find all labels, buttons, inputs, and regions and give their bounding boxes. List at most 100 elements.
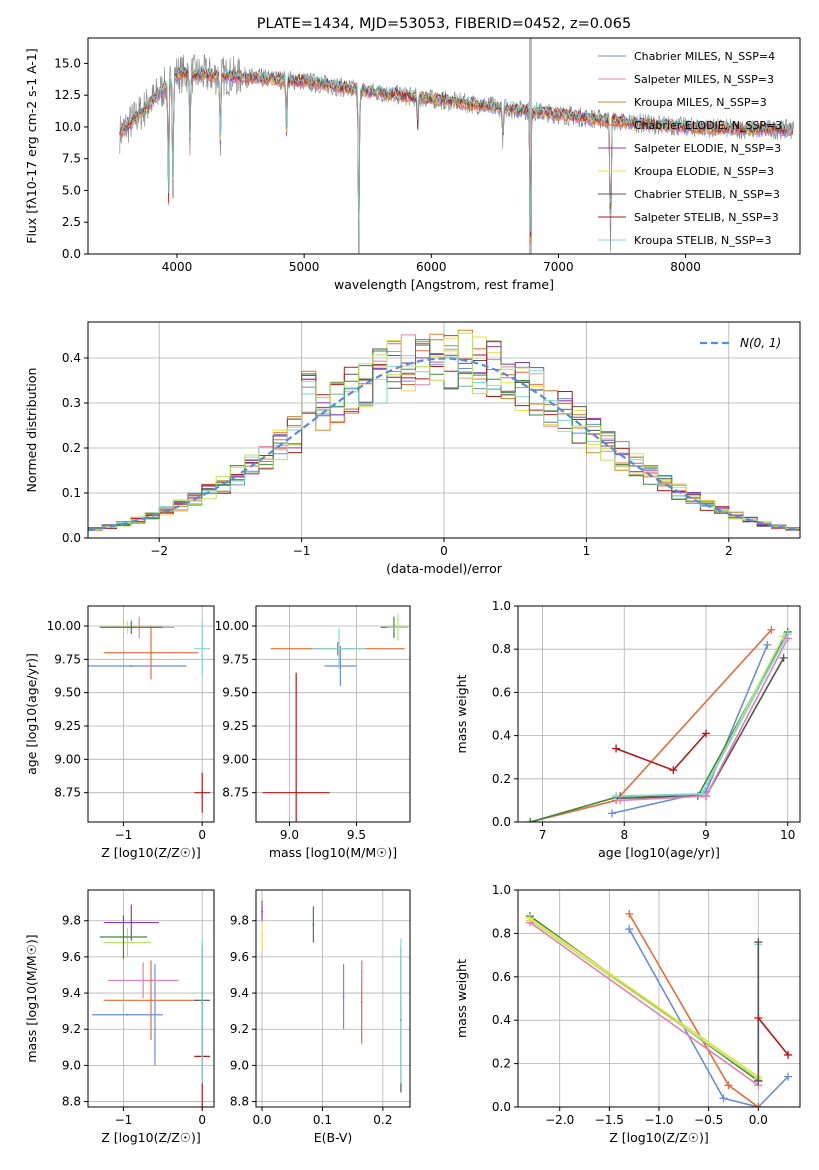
data-point-1 [261,934,264,937]
series-line-4 [529,921,759,1086]
x-tick-label: 0.0 [252,1113,271,1127]
series-marker-0 [784,1072,793,1081]
legend-label: Salpeter MILES, N_SSP=3 [634,73,774,86]
x-tick-label: 0.2 [373,1113,392,1127]
data-point-4 [201,791,204,794]
data-point-7 [399,1010,402,1013]
panel-mass_vs_EBV: 0.0 0.1 0.2 8.8 9.0 9.2 9.4 9.6 9.8 E(B-V) [230,889,411,1145]
y-axis-label: mass weight [454,959,469,1038]
y-tick-label: 9.6 [230,950,249,964]
x-axis-label: Z [log10(Z/Z☉)] [101,1130,201,1145]
model-spectrum-7 [119,66,794,254]
y-tick-label: 0.4 [492,729,511,743]
data-point-6 [130,626,133,629]
panel-mass_vs_Z: −1 0 8.8 9.0 9.2 9.4 9.6 9.8 Z [log10(Z/Z☉)] mass… [24,889,215,1145]
axes-frame [517,605,801,823]
x-tick-label: −1.0 [644,1113,673,1127]
plot-area [262,614,409,822]
series-marker-7 [702,792,710,801]
model-spectrum-6 [119,66,794,250]
y-tick-label: 9.75 [54,652,81,666]
y-tick-label: 0.0 [62,531,81,545]
legend: N(0, 1) [700,336,781,350]
series-marker-7 [616,796,625,805]
series-marker-6 [612,744,621,753]
y-tick-label: 1.0 [492,599,511,613]
x-tick-label: −0.5 [694,1113,723,1127]
series-line-0 [628,928,789,1107]
panel-spectrum: Chabrier MILES, N_SSP=4 Salpeter MILES, N… [24,16,801,292]
axes-frame [87,37,801,255]
plot-area [526,625,792,822]
y-tick-label: 9.50 [222,686,249,700]
y-tick-label: 2.5 [62,215,81,229]
y-tick-label: 7.5 [62,152,81,166]
series-line-5 [529,917,759,1078]
x-tick-label: 2 [725,544,733,558]
plot-area [261,900,402,1093]
data-point-4 [360,1001,363,1004]
series-marker-0 [719,1094,728,1103]
y-tick-label: 9.75 [222,652,249,666]
y-tick-label: 9.2 [230,1022,249,1036]
data-point-0 [130,665,133,667]
panel-massweight_vs_age: 7 8 9 10 0.0 0.2 0.4 0.6 0.8 1.0 age [log10(age/yr… [454,599,801,860]
y-tick-label: 0.0 [62,247,81,261]
model-spectrum-8 [119,65,794,254]
x-tick-label: −2.0 [545,1113,574,1127]
y-tick-label: 0.2 [62,441,81,455]
series-marker-5 [779,653,788,662]
plot-area [119,38,794,254]
y-axis-label: Flux [fλ10-17 erg cm-2 s-1 A-1] [24,48,39,244]
y-tick-label: 0.3 [62,396,81,410]
series-marker-0 [763,640,772,649]
legend-label: Chabrier STELIB, N_SSP=3 [634,188,780,201]
data-point-5 [360,970,363,973]
y-tick-label: 0.4 [62,351,81,365]
panel-residuals: N(0, 1) −2 −1 0 1 2 0.0 0.1 0.2 0.3 0.4 (data-model… [24,321,801,576]
y-axis-label: mass [log10(M/M☉)] [24,934,39,1062]
legend: Chabrier MILES, N_SSP=4 Salpeter MILES, N… [598,50,782,247]
y-tick-label: 0.2 [492,1057,511,1071]
x-tick-label: −1 [115,828,133,842]
x-tick-label: 5000 [289,260,320,274]
y-tick-label: 10.0 [54,120,81,134]
series-marker-6 [669,766,678,775]
data-point-3 [338,647,341,650]
data-point-3 [150,999,152,1002]
x-tick-label: 0 [198,1113,206,1127]
series-marker-1 [625,909,634,918]
x-tick-label: 6000 [416,260,447,274]
plot-area [88,329,800,532]
y-tick-label: 0.0 [492,815,511,829]
series-line-1 [530,629,772,822]
y-tick-label: 0.6 [492,970,511,984]
y-tick-label: 0.2 [492,772,511,786]
series-line-5 [620,657,785,799]
y-tick-label: 9.25 [222,719,249,733]
x-tick-label: 0 [198,828,206,842]
series-marker-8 [754,1014,763,1023]
series-marker-2 [526,818,535,822]
series-line-2 [529,915,759,1082]
series-marker-5 [525,914,534,923]
series-marker-1 [754,1103,763,1107]
y-tick-label: 9.8 [62,914,81,928]
x-tick-label: 10 [780,828,795,842]
series-line-1 [628,913,759,1107]
x-axis-label: E(B-V) [314,1130,353,1145]
y-tick-label: 10.00 [47,619,81,633]
x-tick-label: 7 [539,828,547,842]
y-tick-label: 12.5 [54,88,81,102]
series-marker-7 [754,1076,763,1085]
y-tick-label: 9.2 [62,1022,81,1036]
y-tick-label: 0.0 [492,1100,511,1114]
series-marker-7 [754,938,763,947]
x-tick-label: −2 [150,544,168,558]
y-tick-label: 9.4 [230,986,249,1000]
legend-label: Chabrier MILES, N_SSP=4 [634,50,775,63]
x-tick-label: −1 [115,1113,133,1127]
data-point-0 [126,1013,129,1016]
y-tick-label: 9.00 [54,752,81,766]
y-tick-label: 9.0 [230,1058,249,1072]
